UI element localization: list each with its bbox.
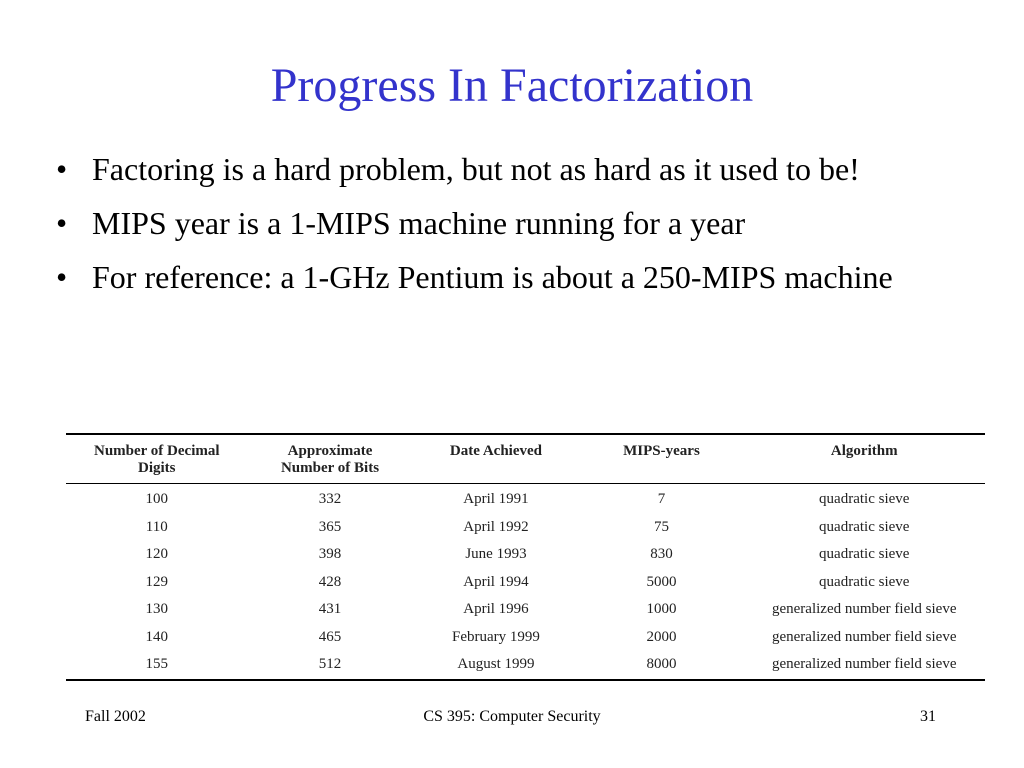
cell-date: April 1994	[463, 573, 529, 590]
cell-decimal-digits: 130	[145, 601, 169, 618]
table-row: 129 428 April 1994 5000 quadratic sieve	[66, 569, 985, 597]
cell-date: June 1993	[465, 546, 527, 563]
cell-algorithm: generalized number field sieve	[771, 628, 957, 645]
column-header-decimal-digits: Number of Decimal Digits	[66, 434, 248, 484]
cell-date: August 1999	[457, 656, 535, 673]
cell-mips-years: 7	[657, 491, 666, 508]
cell-bits: 431	[318, 601, 342, 618]
cell-decimal-digits: 140	[145, 628, 169, 645]
bullet-item: • Factoring is a hard problem, but not a…	[56, 150, 966, 188]
cell-decimal-digits: 120	[145, 546, 169, 563]
cell-mips-years: 2000	[646, 628, 677, 645]
bullet-text: For reference: a 1-GHz Pentium is about …	[92, 259, 893, 295]
cell-bits: 365	[318, 518, 342, 535]
slide-number: 31	[920, 708, 936, 725]
cell-date: April 1991	[463, 491, 529, 508]
footer-term: Fall 2002	[85, 708, 146, 725]
column-header-mips-years: MIPS-years	[579, 434, 744, 484]
cell-bits: 512	[318, 656, 342, 673]
table-row: 130 431 April 1996 1000 generalized numb…	[66, 596, 985, 624]
cell-bits: 465	[318, 628, 342, 645]
bullet-icon: •	[56, 151, 68, 187]
cell-date: April 1992	[463, 518, 529, 535]
cell-bits: 332	[318, 491, 342, 508]
table-row: 110 365 April 1992 75 quadratic sieve	[66, 514, 985, 542]
footer-course: CS 395: Computer Security	[423, 708, 601, 725]
bullet-icon: •	[56, 259, 68, 295]
cell-algorithm: quadratic sieve	[819, 491, 910, 508]
cell-mips-years: 8000	[646, 656, 677, 673]
table-row: 100 332 April 1991 7 quadratic sieve	[66, 484, 985, 514]
column-header-algorithm: Algorithm	[743, 434, 985, 484]
factorization-table: Number of Decimal Digits Approximate Num…	[66, 433, 985, 681]
cell-algorithm: quadratic sieve	[819, 573, 910, 590]
bullet-list: • Factoring is a hard problem, but not a…	[56, 150, 966, 312]
cell-bits: 428	[318, 573, 342, 590]
cell-bits: 398	[318, 546, 342, 563]
table-row: 140 465 February 1999 2000 generalized n…	[66, 624, 985, 652]
bullet-item: • MIPS year is a 1-MIPS machine running …	[56, 204, 966, 242]
cell-mips-years: 830	[650, 546, 673, 563]
cell-decimal-digits: 155	[145, 656, 169, 673]
cell-algorithm: quadratic sieve	[819, 518, 910, 535]
column-header-date: Date Achieved	[412, 434, 580, 484]
bullet-item: • For reference: a 1-GHz Pentium is abou…	[56, 258, 966, 296]
cell-algorithm: generalized number field sieve	[771, 656, 957, 673]
table-row: 155 512 August 1999 8000 generalized num…	[66, 651, 985, 680]
cell-mips-years: 1000	[646, 601, 677, 618]
slide-title: Progress In Factorization	[270, 59, 754, 112]
cell-decimal-digits: 100	[145, 491, 169, 508]
cell-algorithm: quadratic sieve	[819, 546, 910, 563]
cell-date: February 1999	[452, 628, 540, 645]
bullet-icon: •	[56, 205, 68, 241]
cell-date: April 1996	[463, 601, 529, 618]
cell-mips-years: 5000	[646, 573, 677, 590]
cell-decimal-digits: 129	[145, 573, 169, 590]
bullet-text: MIPS year is a 1-MIPS machine running fo…	[92, 205, 746, 241]
bullet-text: Factoring is a hard problem, but not as …	[92, 151, 860, 187]
factorization-table-container: Number of Decimal Digits Approximate Num…	[66, 433, 985, 681]
cell-algorithm: generalized number field sieve	[771, 601, 957, 618]
cell-decimal-digits: 110	[145, 518, 168, 535]
cell-mips-years: 75	[653, 518, 669, 535]
table-header-row: Number of Decimal Digits Approximate Num…	[66, 434, 985, 484]
column-header-bits: Approximate Number of Bits	[247, 434, 413, 484]
table-row: 120 398 June 1993 830 quadratic sieve	[66, 541, 985, 569]
